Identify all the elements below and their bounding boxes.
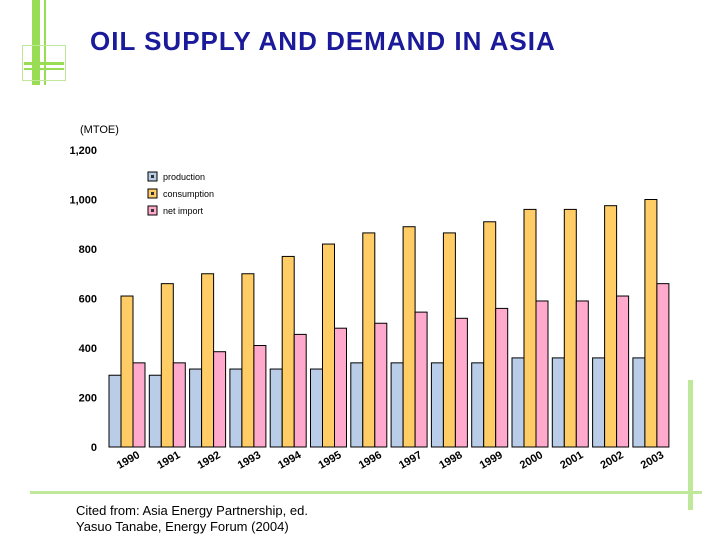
bar-consumption-2003 <box>644 199 658 448</box>
bar-production-1991 <box>148 374 162 448</box>
y-tick-label: 1,200 <box>69 145 97 157</box>
bar-production-1997 <box>390 362 404 448</box>
y-tick-labels: 0 200 400 600 800 1,000 1,200 <box>69 145 97 454</box>
x-tick-label: 1997 <box>397 449 424 472</box>
bar-net-import-2002 <box>616 295 630 448</box>
bar-consumption-1992 <box>201 273 215 448</box>
accent-bar-vertical <box>32 0 40 85</box>
bar-production-1993 <box>229 368 243 448</box>
bar-consumption-1991 <box>160 283 174 448</box>
y-tick-label: 600 <box>79 294 97 306</box>
bar-consumption-2000 <box>523 208 537 448</box>
y-tick-label: 200 <box>79 393 97 405</box>
bar-consumption-1993 <box>241 273 255 448</box>
y-axis-unit-label: (MTOE) <box>80 124 119 136</box>
legend-label-consumption: consumption <box>163 189 214 199</box>
x-tick-label: 1995 <box>316 449 343 472</box>
bar-production-2001 <box>551 357 565 448</box>
x-tick-label: 2001 <box>558 449 585 472</box>
bar-net-import-1990 <box>132 362 146 448</box>
page-title: OIL SUPPLY AND DEMAND IN ASIA <box>90 26 556 56</box>
bar-net-import-1992 <box>213 351 227 448</box>
bar-consumption-1997 <box>402 226 416 448</box>
bar-consumption-1990 <box>120 295 134 448</box>
x-tick-label: 2003 <box>639 449 666 472</box>
bar-production-1998 <box>430 362 444 448</box>
bar-net-import-2003 <box>656 283 670 448</box>
bar-production-1996 <box>350 362 364 448</box>
bar-production-1999 <box>471 362 485 448</box>
legend: production consumption net import <box>147 171 214 216</box>
bar-net-import-1996 <box>374 322 388 448</box>
bar-net-import-2000 <box>535 300 549 448</box>
accent-bar-vertical-thin <box>44 0 46 85</box>
legend-swatch-dot <box>151 209 154 212</box>
bar-consumption-1998 <box>442 232 456 448</box>
legend-label-net-import: net import <box>163 206 204 216</box>
x-tick-labels: 1990 1991 1992 1993 1994 1995 1996 1997 1998 1999… <box>115 449 666 472</box>
x-tick-label: 1993 <box>236 449 263 472</box>
bar-consumption-1994 <box>281 255 295 448</box>
x-tick-label: 1990 <box>115 449 142 472</box>
bar-net-import-1999 <box>495 307 509 448</box>
bar-consumption-2001 <box>563 208 577 448</box>
x-tick-label: 1992 <box>195 449 222 472</box>
legend-label-production: production <box>163 172 205 182</box>
bar-production-2003 <box>632 357 646 448</box>
accent-bar-right <box>688 380 693 510</box>
x-tick-label: 1998 <box>437 449 464 472</box>
bars <box>108 199 670 448</box>
bar-net-import-1995 <box>334 327 347 448</box>
bar-production-2002 <box>592 357 606 448</box>
bar-production-1995 <box>310 368 323 448</box>
bar-net-import-1991 <box>172 362 186 448</box>
bar-production-1992 <box>189 368 203 448</box>
y-tick-label: 800 <box>79 244 97 256</box>
bar-net-import-1993 <box>253 345 267 448</box>
bar-production-1994 <box>269 368 283 448</box>
x-tick-label: 1991 <box>155 449 182 472</box>
bar-net-import-2001 <box>575 300 589 448</box>
x-tick-label: 2002 <box>598 449 625 472</box>
accent-bar-horizontal <box>24 62 64 65</box>
x-tick-label: 1996 <box>357 449 384 472</box>
source-line-2: Yasuo Tanabe, Energy Forum (2004) <box>76 519 289 534</box>
bar-net-import-1997 <box>414 311 428 448</box>
accent-bar-bottom <box>30 491 702 494</box>
y-tick-label: 400 <box>79 343 97 355</box>
bar-consumption-1999 <box>483 221 497 448</box>
source-line-1: Cited from: Asia Energy Partnership, ed. <box>76 503 308 518</box>
bar-net-import-1998 <box>454 317 468 448</box>
accent-box <box>22 45 66 81</box>
bar-consumption-1995 <box>322 243 335 448</box>
bar-consumption-1996 <box>362 232 376 448</box>
bar-production-1990 <box>108 374 122 448</box>
x-tick-label: 2000 <box>518 449 545 472</box>
accent-bar-horizontal-2 <box>24 68 64 70</box>
bar-net-import-1994 <box>293 333 307 448</box>
bar-production-2000 <box>511 357 525 448</box>
x-tick-label: 1994 <box>276 449 304 472</box>
bar-consumption-2002 <box>604 205 618 448</box>
legend-swatch-dot <box>151 192 154 195</box>
legend-swatch-dot <box>151 175 154 178</box>
x-tick-label: 1999 <box>478 449 505 472</box>
y-tick-label: 1,000 <box>69 195 97 207</box>
y-tick-label: 0 <box>91 442 97 454</box>
source-citation: Cited from: Asia Energy Partnership, ed.… <box>76 503 396 535</box>
